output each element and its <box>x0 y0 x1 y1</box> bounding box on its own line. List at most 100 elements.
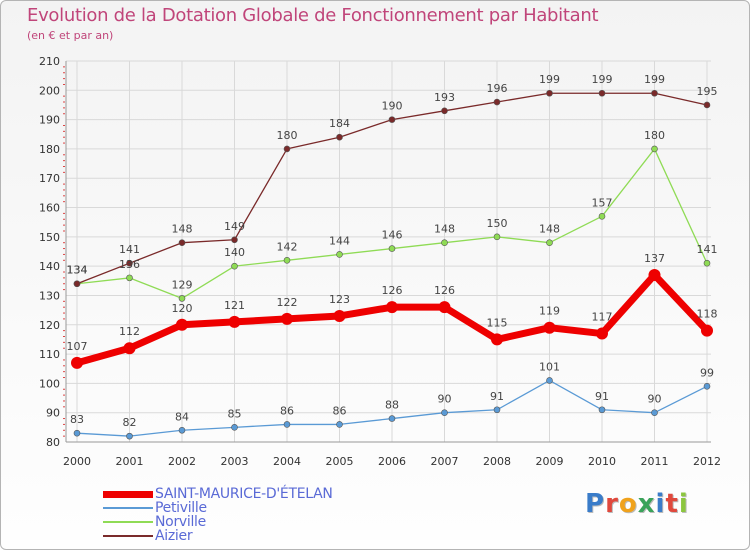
data-label: 180 <box>277 129 298 142</box>
data-label: 85 <box>228 407 242 420</box>
data-point <box>123 342 136 355</box>
legend-swatch <box>103 491 153 498</box>
x-tick-label: 2006 <box>378 455 406 468</box>
data-point <box>126 274 133 282</box>
chart-title: Evolution de la Dotation Globale de Fonc… <box>27 5 599 26</box>
x-tick-label: 2012 <box>693 455 721 468</box>
data-label: 82 <box>123 416 137 429</box>
logo-letter: x <box>637 489 656 519</box>
data-label: 122 <box>277 296 298 309</box>
data-label: 199 <box>592 73 613 86</box>
data-point <box>73 429 81 437</box>
data-label: 148 <box>539 223 560 236</box>
data-point <box>281 312 293 325</box>
logo-letter: o <box>618 489 638 519</box>
data-label: 90 <box>438 393 452 406</box>
data-label: 199 <box>539 73 560 86</box>
data-point <box>598 406 606 414</box>
proxiti-logo: Proxiti <box>585 489 689 519</box>
data-label: 126 <box>382 284 403 297</box>
data-label: 141 <box>119 243 140 256</box>
data-point <box>73 280 81 288</box>
data-point <box>703 259 711 267</box>
data-label: 123 <box>329 293 350 306</box>
x-tick-label: 2004 <box>273 455 301 468</box>
data-label: 134 <box>67 264 88 277</box>
x-tick-label: 2011 <box>641 455 669 468</box>
x-tick-label: 2003 <box>221 455 249 468</box>
data-point <box>231 236 238 244</box>
data-point <box>543 321 556 334</box>
data-label: 150 <box>487 217 508 230</box>
data-point <box>283 421 291 428</box>
data-point <box>438 301 451 314</box>
data-label: 120 <box>172 302 193 315</box>
data-point <box>336 421 343 428</box>
data-label: 184 <box>329 117 350 130</box>
data-point <box>386 301 398 314</box>
data-point <box>178 295 186 302</box>
legend-label: Aizier <box>155 528 193 544</box>
data-point <box>546 89 553 97</box>
y-tick-label: 200 <box>39 84 60 97</box>
data-point <box>441 409 448 416</box>
data-label: 137 <box>644 252 665 265</box>
x-tick-label: 2010 <box>588 455 616 468</box>
data-point <box>546 239 553 247</box>
legend-label: Petiville <box>155 500 207 516</box>
data-point <box>231 262 238 270</box>
line-chart: 8090100110120130140150160170180190200210… <box>39 55 721 468</box>
data-point <box>388 415 396 422</box>
x-tick-label: 2002 <box>168 455 196 468</box>
y-tick-label: 210 <box>39 55 60 68</box>
y-tick-label: 150 <box>39 231 60 244</box>
data-point <box>333 309 346 322</box>
y-tick-label: 130 <box>39 289 60 302</box>
data-point <box>651 89 658 97</box>
data-point <box>701 324 713 337</box>
data-point <box>71 356 83 369</box>
data-point <box>598 213 606 220</box>
data-point <box>651 409 658 416</box>
data-point <box>493 233 501 241</box>
data-label: 101 <box>539 360 560 373</box>
data-point <box>388 245 396 252</box>
x-tick-label: 2009 <box>536 455 564 468</box>
y-tick-label: 180 <box>39 143 60 156</box>
data-label: 115 <box>487 316 508 329</box>
y-tick-label: 110 <box>39 348 60 361</box>
data-label: 134 <box>67 264 88 277</box>
legend-label: Norville <box>155 514 206 530</box>
x-tick-label: 2000 <box>63 455 91 468</box>
data-point <box>228 315 241 328</box>
data-label: 90 <box>648 393 662 406</box>
x-tick-label: 2001 <box>116 455 144 468</box>
data-label: 157 <box>592 196 613 209</box>
data-point <box>703 383 711 390</box>
y-tick-label: 90 <box>46 407 60 420</box>
data-point <box>176 318 188 331</box>
legend-swatch <box>103 535 153 537</box>
data-label: 129 <box>172 278 193 291</box>
x-tick-label: 2005 <box>326 455 354 468</box>
data-label: 180 <box>644 129 665 142</box>
data-label: 107 <box>67 340 88 353</box>
legend-swatch <box>103 521 153 523</box>
data-label: 119 <box>539 305 560 318</box>
data-label: 196 <box>487 82 508 95</box>
y-tick-label: 160 <box>39 202 60 215</box>
data-label: 121 <box>224 299 245 312</box>
data-label: 142 <box>277 240 298 253</box>
data-label: 112 <box>119 325 140 338</box>
y-tick-label: 120 <box>39 319 60 332</box>
data-point <box>231 424 238 431</box>
data-label: 126 <box>434 284 455 297</box>
data-label: 118 <box>697 308 718 321</box>
data-point <box>596 327 608 340</box>
data-label: 86 <box>280 404 294 417</box>
data-point <box>491 333 503 346</box>
data-label: 88 <box>385 399 399 412</box>
data-label: 141 <box>697 243 718 256</box>
data-point <box>441 239 448 247</box>
